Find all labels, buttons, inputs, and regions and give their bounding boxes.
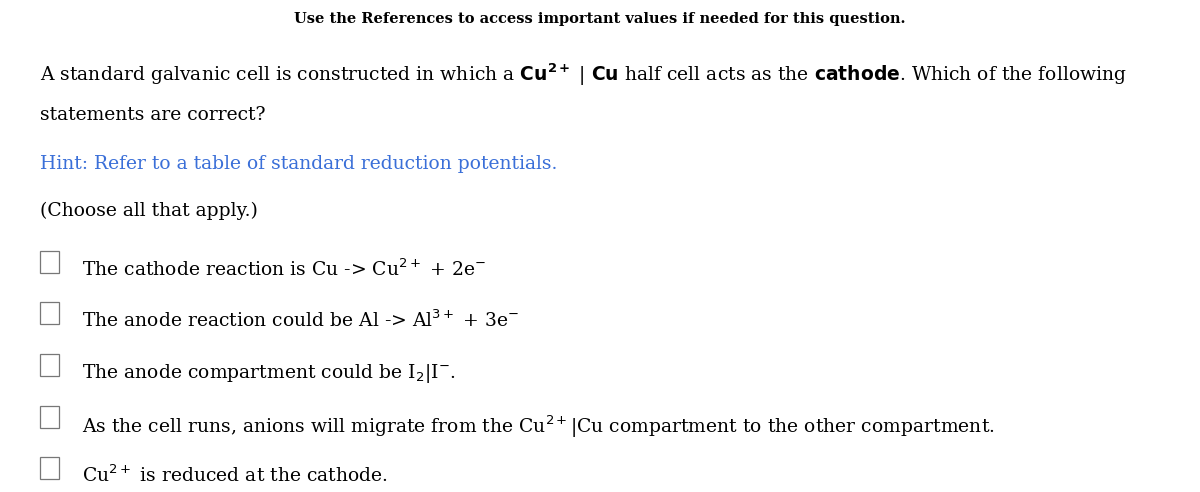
- Text: As the cell runs, anions will migrate from the Cu$^{2+}$|Cu compartment to the o: As the cell runs, anions will migrate fr…: [82, 413, 995, 440]
- Text: A standard galvanic cell is constructed in which a $\mathbf{Cu^{2+}}$ | $\mathbf: A standard galvanic cell is constructed …: [40, 62, 1127, 88]
- FancyBboxPatch shape: [40, 405, 59, 428]
- Text: Cu$^{2+}$ is reduced at the cathode.: Cu$^{2+}$ is reduced at the cathode.: [82, 465, 388, 487]
- Text: Use the References to access important values if needed for this question.: Use the References to access important v…: [294, 12, 906, 26]
- FancyBboxPatch shape: [40, 302, 59, 324]
- Text: The anode reaction could be Al -> Al$^{3+}$ + 3e$^{-}$: The anode reaction could be Al -> Al$^{3…: [82, 310, 520, 332]
- Text: The anode compartment could be I$_2$|I$^{-}$.: The anode compartment could be I$_2$|I$^…: [82, 362, 456, 385]
- Text: statements are correct?: statements are correct?: [40, 106, 265, 124]
- FancyBboxPatch shape: [40, 457, 59, 479]
- Text: Hint: Refer to a table of standard reduction potentials.: Hint: Refer to a table of standard reduc…: [40, 155, 557, 173]
- Text: (Choose all that apply.): (Choose all that apply.): [40, 202, 258, 220]
- FancyBboxPatch shape: [40, 250, 59, 273]
- Text: The cathode reaction is Cu -> Cu$^{2+}$ + 2e$^{-}$: The cathode reaction is Cu -> Cu$^{2+}$ …: [82, 258, 486, 280]
- FancyBboxPatch shape: [40, 354, 59, 376]
